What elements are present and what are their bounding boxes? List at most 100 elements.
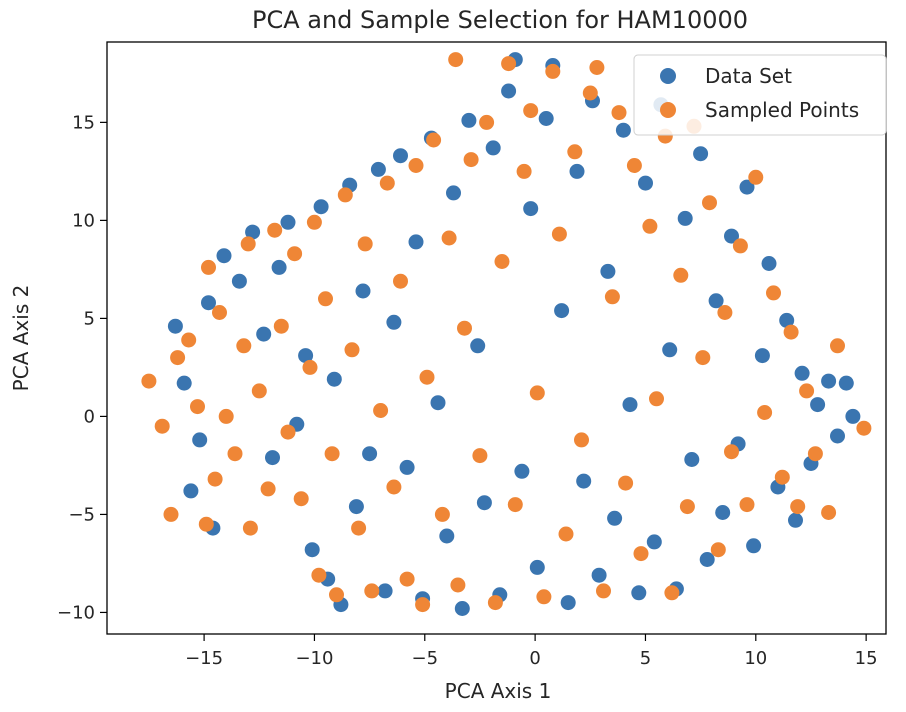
series-0 <box>167 52 861 616</box>
sampled-point-90 <box>790 499 806 515</box>
data-set-point-57 <box>622 397 638 413</box>
sampled-point-69 <box>626 158 642 173</box>
data-set-point-11 <box>271 259 287 275</box>
sampled-point-10 <box>218 408 234 424</box>
sampled-point-80 <box>710 542 726 558</box>
sampled-point-36 <box>393 273 408 289</box>
data-set-point-28 <box>399 459 415 475</box>
data-set-point-62 <box>662 342 678 358</box>
data-set-point-25 <box>377 583 393 599</box>
sampled-point-7 <box>201 259 216 275</box>
chart-title: PCA and Sample Selection for HAM10000 <box>252 6 748 34</box>
sampled-point-12 <box>236 338 252 354</box>
sampled-point-2 <box>163 506 179 522</box>
data-set-point-84 <box>838 375 854 391</box>
sampled-point-68 <box>618 475 634 491</box>
data-set-point-22 <box>355 283 371 299</box>
sampled-point-14 <box>242 520 258 536</box>
y-axis-label: PCA Axis 2 <box>9 285 33 392</box>
sampled-point-74 <box>664 585 680 601</box>
x-axis-label: PCA Axis 1 <box>445 679 552 703</box>
sampled-point-30 <box>351 520 367 536</box>
sampled-point-41 <box>426 132 442 148</box>
sampled-point-39 <box>415 597 431 613</box>
sampled-point-60 <box>558 526 574 542</box>
data-set-point-41 <box>501 83 517 99</box>
sampled-point-63 <box>582 85 598 101</box>
sampled-point-15 <box>251 383 267 399</box>
data-set-point-54 <box>600 263 616 279</box>
data-set-point-50 <box>569 163 585 179</box>
data-set-point-34 <box>446 185 461 201</box>
sampled-point-52 <box>501 56 517 72</box>
sampled-point-21 <box>293 491 309 507</box>
data-set-point-49 <box>560 595 576 611</box>
x-axis-ticks: −15 −10 −5 0 5 10 15 <box>185 634 878 669</box>
sampled-point-4 <box>181 332 197 348</box>
data-set-point-65 <box>684 452 700 467</box>
sampled-point-35 <box>386 479 402 495</box>
sampled-point-9 <box>212 305 227 320</box>
y-tick-label-1: −5 <box>68 504 95 525</box>
sampled-point-0 <box>141 373 157 389</box>
data-set-point-38 <box>476 495 492 511</box>
sampled-point-43 <box>441 230 457 246</box>
sampled-point-75 <box>673 267 689 283</box>
data-set-point-4 <box>201 295 216 311</box>
data-set-point-1 <box>176 375 192 391</box>
data-set-point-10 <box>265 450 280 466</box>
sampled-point-8 <box>207 471 223 487</box>
data-set-point-68 <box>708 293 724 309</box>
sampled-point-5 <box>190 399 205 415</box>
sampled-point-67 <box>611 105 627 121</box>
data-set-point-12 <box>280 214 296 230</box>
sampled-point-72 <box>649 391 664 407</box>
data-set-point-56 <box>615 122 631 138</box>
x-tick-label-5: 10 <box>744 648 767 669</box>
data-set-point-26 <box>386 314 402 330</box>
sampled-point-58 <box>545 63 561 79</box>
x-tick-label-2: −5 <box>412 648 439 669</box>
sampled-point-83 <box>732 238 748 254</box>
sampled-point-56 <box>529 385 545 401</box>
sampled-point-22 <box>302 359 318 375</box>
sampled-point-92 <box>807 446 823 462</box>
data-set-point-21 <box>348 499 364 515</box>
data-set-point-37 <box>470 338 486 354</box>
legend: Data Set Sampled Points <box>633 54 887 136</box>
sampled-point-44 <box>448 52 464 68</box>
data-set-point-29 <box>408 234 424 250</box>
sampled-point-13 <box>240 236 256 252</box>
sampled-point-27 <box>329 587 344 603</box>
data-set-point-64 <box>677 210 693 226</box>
sampled-point-33 <box>373 403 389 418</box>
data-set-point-16 <box>313 199 329 215</box>
sampled-point-61 <box>567 144 583 160</box>
sampled-point-62 <box>574 432 589 448</box>
data-set-point-82 <box>821 373 837 389</box>
sampled-point-26 <box>324 446 340 462</box>
data-set-point-18 <box>326 371 342 387</box>
sampled-point-31 <box>357 236 373 252</box>
y-tick-label-3: 5 <box>84 308 95 329</box>
sampled-point-48 <box>472 448 488 464</box>
sampled-point-85 <box>748 169 764 185</box>
sampled-point-6 <box>198 516 214 532</box>
data-set-point-27 <box>393 148 408 164</box>
sampled-point-82 <box>724 444 739 460</box>
data-set-point-46 <box>538 111 554 126</box>
sampled-point-23 <box>306 214 322 230</box>
data-set-point-39 <box>485 140 501 156</box>
sampled-point-93 <box>821 505 837 520</box>
data-set-point-51 <box>576 473 592 489</box>
data-set-point-7 <box>231 273 247 289</box>
sampled-point-47 <box>463 152 479 168</box>
sampled-point-76 <box>679 499 695 515</box>
series-1 <box>141 52 872 613</box>
sampled-point-37 <box>399 571 415 587</box>
data-set-point-15 <box>304 542 320 558</box>
sampled-point-50 <box>487 595 503 611</box>
sampled-point-3 <box>170 350 186 366</box>
data-set-point-74 <box>754 348 770 364</box>
